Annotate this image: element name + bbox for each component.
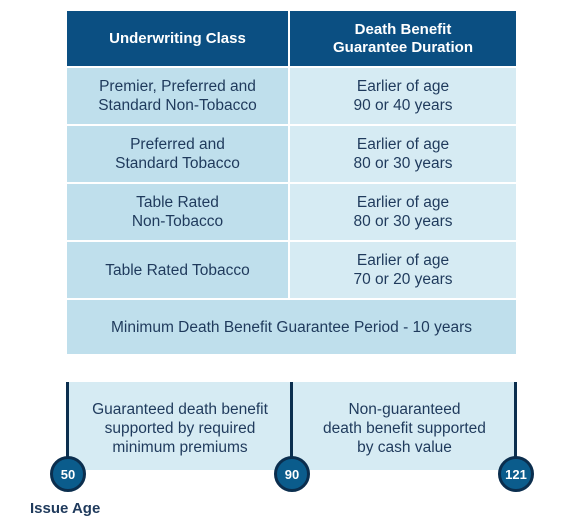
timeline-marker-line bbox=[290, 382, 293, 458]
issue-age-label: Issue Age bbox=[30, 500, 101, 517]
table-row: Table Rated Tobacco Earlier of age 70 or… bbox=[67, 242, 516, 300]
table-row: Table Rated Non-Tobacco Earlier of age 8… bbox=[67, 184, 516, 242]
timeline-marker-line bbox=[514, 382, 517, 458]
issue-age-timeline: Guaranteed death benefit supported by re… bbox=[0, 380, 584, 528]
age-marker-90: 90 bbox=[274, 456, 310, 492]
table-row: Premier, Preferred and Standard Non-Toba… bbox=[67, 68, 516, 126]
minimum-guarantee-period: Minimum Death Benefit Guarantee Period -… bbox=[67, 300, 516, 354]
age-marker-121: 121 bbox=[498, 456, 534, 492]
guaranteed-segment-label: Guaranteed death benefit supported by re… bbox=[92, 401, 268, 456]
guarantee-table: Underwriting Class Death Benefit Guarant… bbox=[67, 11, 516, 354]
header-guarantee-duration: Death Benefit Guarantee Duration bbox=[290, 11, 516, 66]
guarantee-duration-cell: Earlier of age 90 or 40 years bbox=[290, 68, 516, 124]
guarantee-duration-cell: Earlier of age 80 or 30 years bbox=[290, 126, 516, 182]
table-row: Preferred and Standard Tobacco Earlier o… bbox=[67, 126, 516, 184]
guaranteed-segment bbox=[67, 382, 291, 470]
guarantee-duration-cell: Earlier of age 80 or 30 years bbox=[290, 184, 516, 240]
guarantee-duration-cell: Earlier of age 70 or 20 years bbox=[290, 242, 516, 298]
header-underwriting-class: Underwriting Class bbox=[67, 11, 290, 66]
timeline-marker-line bbox=[66, 382, 69, 458]
table-header-row: Underwriting Class Death Benefit Guarant… bbox=[67, 11, 516, 68]
underwriting-class-cell: Table Rated Tobacco bbox=[67, 242, 290, 298]
age-marker-50: 50 bbox=[50, 456, 86, 492]
non-guaranteed-segment bbox=[293, 382, 516, 470]
underwriting-class-cell: Table Rated Non-Tobacco bbox=[67, 184, 290, 240]
underwriting-class-cell: Preferred and Standard Tobacco bbox=[67, 126, 290, 182]
underwriting-class-cell: Premier, Preferred and Standard Non-Toba… bbox=[67, 68, 290, 124]
table-footer-row: Minimum Death Benefit Guarantee Period -… bbox=[67, 300, 516, 354]
non-guaranteed-segment-label: Non-guaranteed death benefit supported b… bbox=[323, 401, 486, 456]
